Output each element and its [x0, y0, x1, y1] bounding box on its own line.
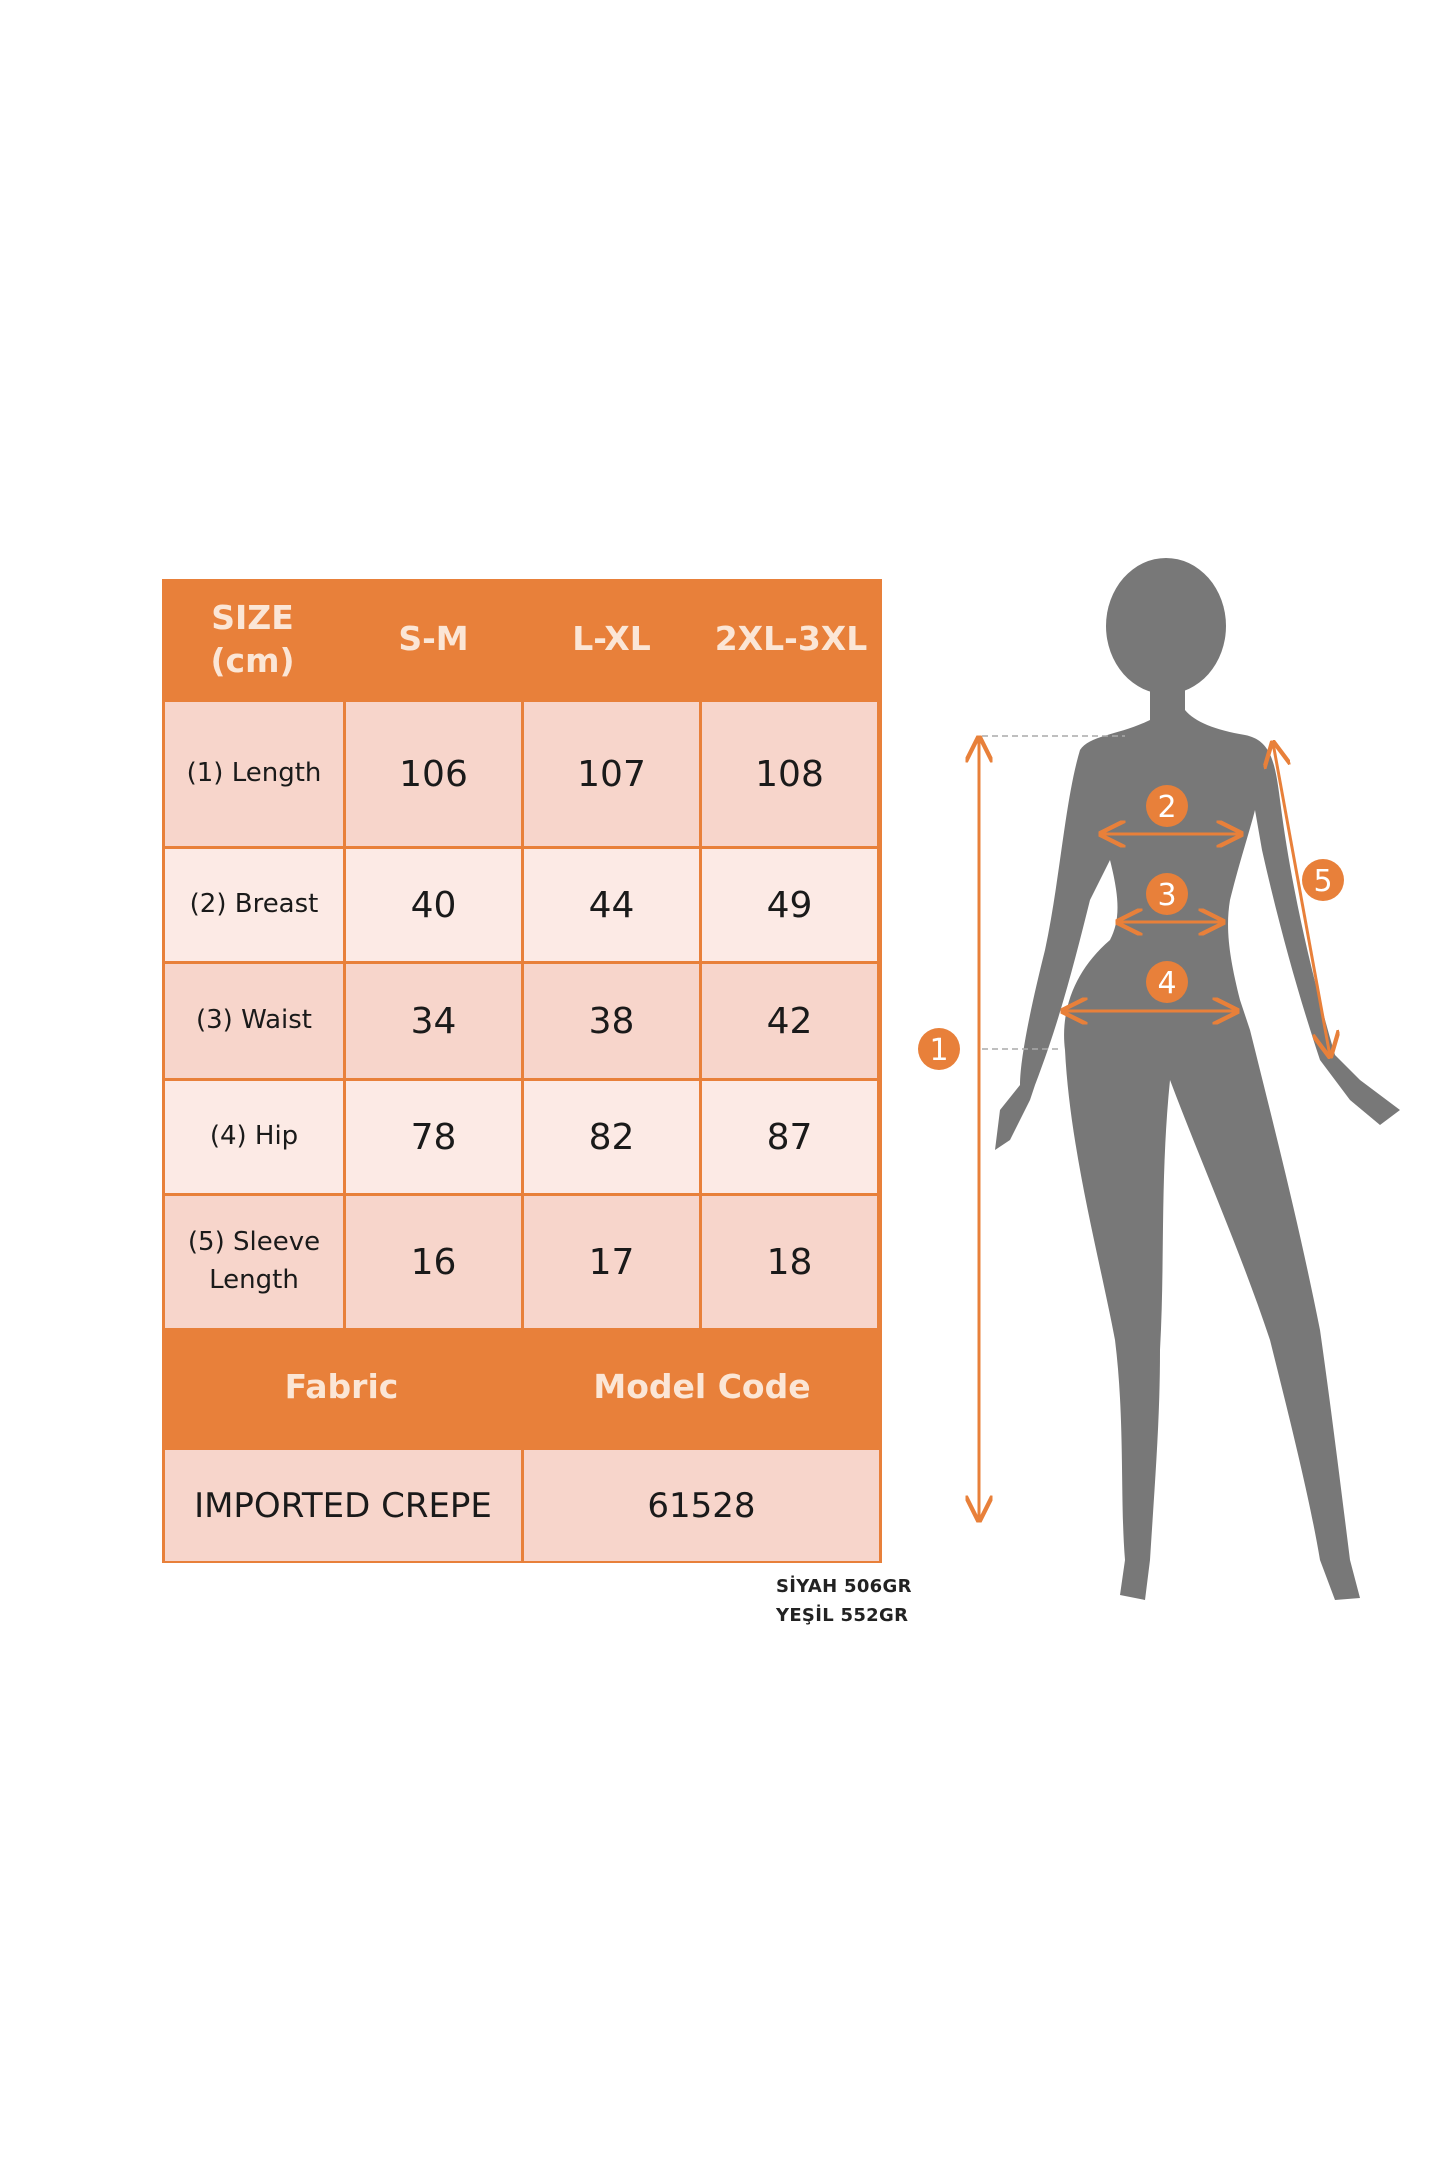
size-value-cell: 108: [702, 702, 877, 846]
size-value-cell: 44: [524, 849, 699, 961]
row-label: (4) Hip: [165, 1081, 343, 1193]
measurement-marker-4: 4: [1146, 961, 1188, 1003]
row-label: (5) Sleeve Length: [165, 1196, 343, 1328]
size-value-cell: 49: [702, 849, 877, 961]
header-s-m: S-M: [398, 619, 469, 659]
size-value-cell: 106: [346, 702, 521, 846]
fabric-value: IMPORTED CREPE: [165, 1450, 521, 1561]
size-value-cell: 16: [346, 1196, 521, 1328]
marker-number: 5: [1313, 864, 1332, 899]
marker-number: 3: [1157, 878, 1176, 913]
row-label: (1) Length: [165, 702, 343, 846]
size-value-cell: 42: [702, 964, 877, 1078]
row-label: (2) Breast: [165, 849, 343, 961]
header-fabric: Fabric: [284, 1367, 399, 1407]
size-value-cell: 34: [346, 964, 521, 1078]
size-value-cell: 78: [346, 1081, 521, 1193]
weight-note-black: SİYAH 506GR: [776, 1576, 912, 1597]
marker-number: 1: [929, 1033, 948, 1068]
header-size: SIZE (cm): [210, 597, 295, 680]
measurement-marker-2: 2: [1146, 785, 1188, 827]
measurement-marker-5: 5: [1302, 859, 1344, 901]
weight-note-green: YEŞİL 552GR: [776, 1605, 909, 1626]
header-model-code: Model Code: [593, 1367, 811, 1407]
model-code-value: 61528: [524, 1450, 879, 1561]
size-value-cell: 40: [346, 849, 521, 961]
silhouette: [995, 558, 1400, 1600]
size-chart-table: SIZE (cm) S-M L-XL 2XL-3XL (1) Length 106…: [162, 579, 882, 1563]
size-value-cell: 87: [702, 1081, 877, 1193]
marker-number: 2: [1157, 790, 1176, 825]
measurement-marker-3: 3: [1146, 873, 1188, 915]
header-2xl-3xl: 2XL-3XL: [714, 619, 868, 659]
sleeve-arrow: [1273, 743, 1330, 1056]
row-label: (3) Waist: [165, 964, 343, 1078]
measurement-marker-1: 1: [918, 1028, 960, 1070]
size-value-cell: 18: [702, 1196, 877, 1328]
size-value-cell: 107: [524, 702, 699, 846]
header-l-xl: L-XL: [572, 619, 651, 659]
size-value-cell: 38: [524, 964, 699, 1078]
size-value-cell: 82: [524, 1081, 699, 1193]
marker-number: 4: [1157, 966, 1176, 1001]
size-value-cell: 17: [524, 1196, 699, 1328]
